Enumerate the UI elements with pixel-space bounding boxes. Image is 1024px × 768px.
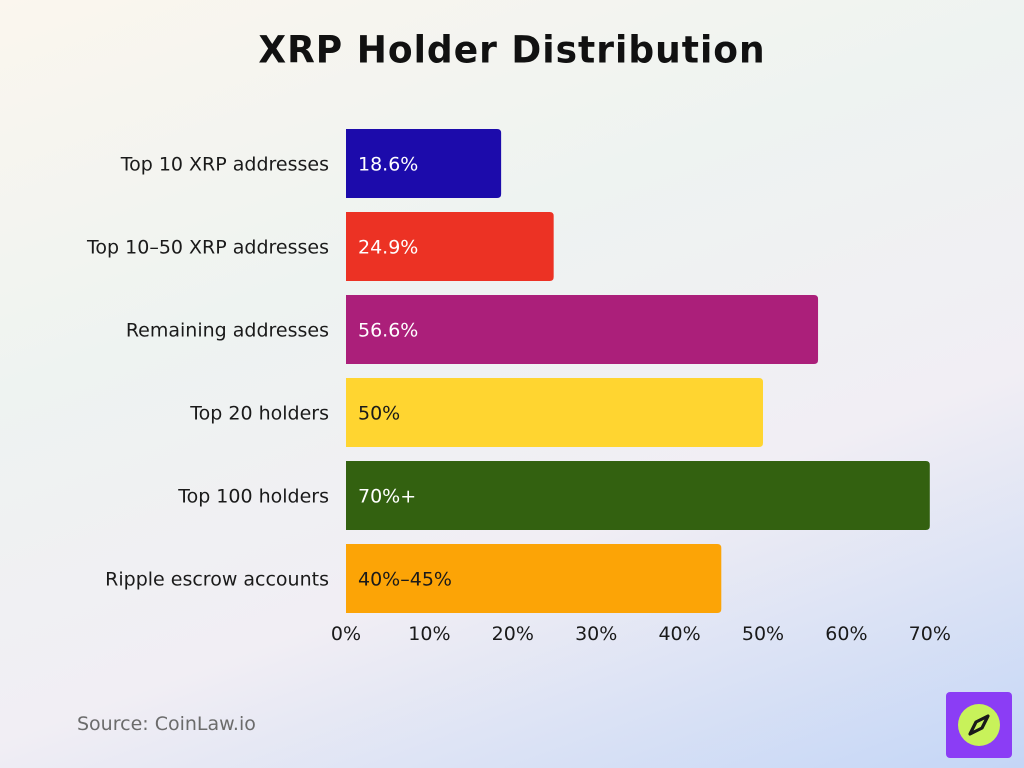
data-label: 40%–45% — [358, 569, 452, 591]
x-tick-label: 50% — [742, 623, 784, 645]
bar — [346, 544, 722, 613]
x-tick-label: 30% — [575, 623, 617, 645]
bar — [346, 212, 554, 281]
category-label: Top 100 holders — [177, 486, 329, 508]
bar — [346, 378, 763, 447]
bar — [346, 461, 930, 530]
data-label: 24.9% — [358, 237, 418, 259]
data-label: 70%+ — [358, 486, 416, 508]
data-label: 50% — [358, 403, 400, 425]
x-tick-label: 0% — [331, 623, 361, 645]
compass-icon — [958, 704, 1000, 746]
data-label: 18.6% — [358, 154, 418, 176]
category-label: Ripple escrow accounts — [105, 569, 329, 591]
data-label: 56.6% — [358, 320, 418, 342]
category-label: Top 10–50 XRP addresses — [86, 237, 329, 259]
bar — [346, 295, 819, 364]
chart-title: XRP Holder Distribution — [258, 28, 766, 73]
category-label: Remaining addresses — [126, 320, 329, 342]
category-label: Top 10 XRP addresses — [120, 154, 329, 176]
x-tick-label: 60% — [825, 623, 867, 645]
source-label: Source: CoinLaw.io — [77, 713, 256, 735]
logo — [946, 692, 1012, 758]
x-tick-label: 40% — [658, 623, 700, 645]
bar — [346, 129, 502, 198]
category-label: Top 20 holders — [189, 403, 329, 425]
x-tick-label: 20% — [492, 623, 534, 645]
x-tick-label: 70% — [909, 623, 951, 645]
x-tick-label: 10% — [408, 623, 450, 645]
